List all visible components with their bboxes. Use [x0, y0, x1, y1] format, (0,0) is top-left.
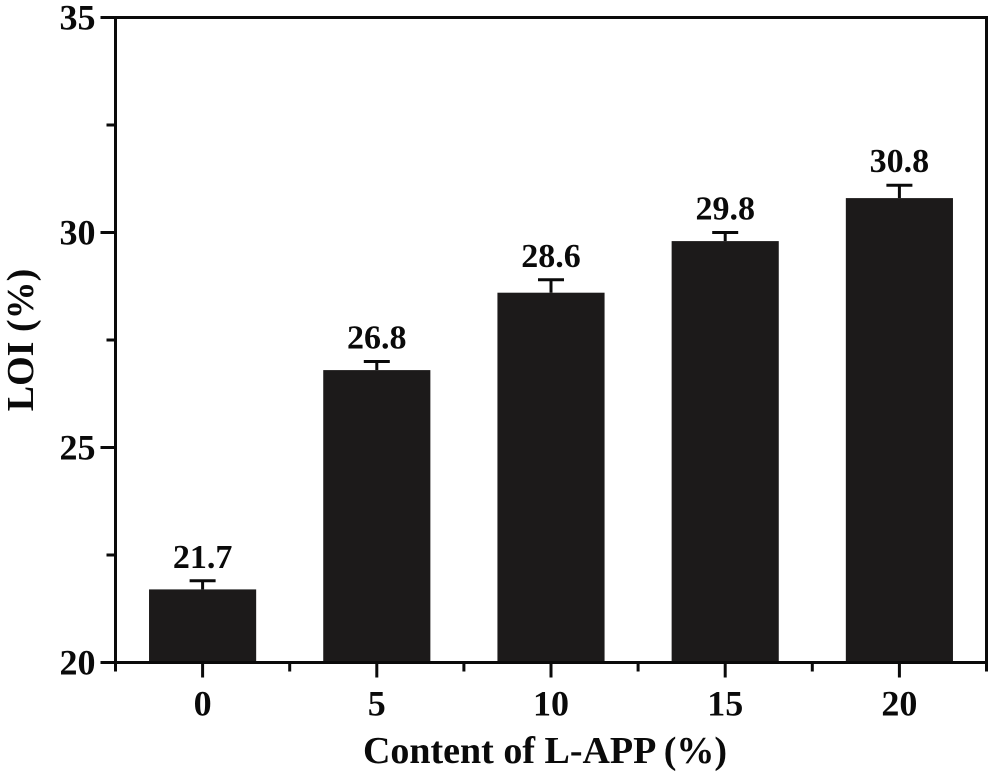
bar-value-label: 30.8 [870, 143, 930, 180]
bar [671, 241, 779, 663]
bar-value-label: 21.7 [173, 539, 233, 576]
bar [845, 198, 953, 663]
y-tick-label: 20 [60, 643, 96, 683]
x-tick-label: 0 [194, 684, 212, 724]
y-tick-label: 30 [60, 213, 96, 253]
x-tick-label: 10 [533, 684, 569, 724]
bar-value-label: 29.8 [695, 191, 755, 228]
bar [497, 292, 605, 663]
y-tick-label: 25 [60, 428, 96, 468]
bar [323, 370, 431, 663]
bar [149, 589, 257, 663]
y-axis-title: LOI (%) [0, 269, 42, 412]
x-tick-label: 5 [368, 684, 386, 724]
bar-value-label: 28.6 [521, 238, 581, 275]
y-tick-label: 35 [60, 0, 96, 38]
x-axis-title: Content of L-APP (%) [363, 730, 727, 772]
x-tick-label: 20 [881, 684, 917, 724]
x-tick-label: 15 [707, 684, 743, 724]
bar-value-label: 26.8 [347, 320, 407, 357]
